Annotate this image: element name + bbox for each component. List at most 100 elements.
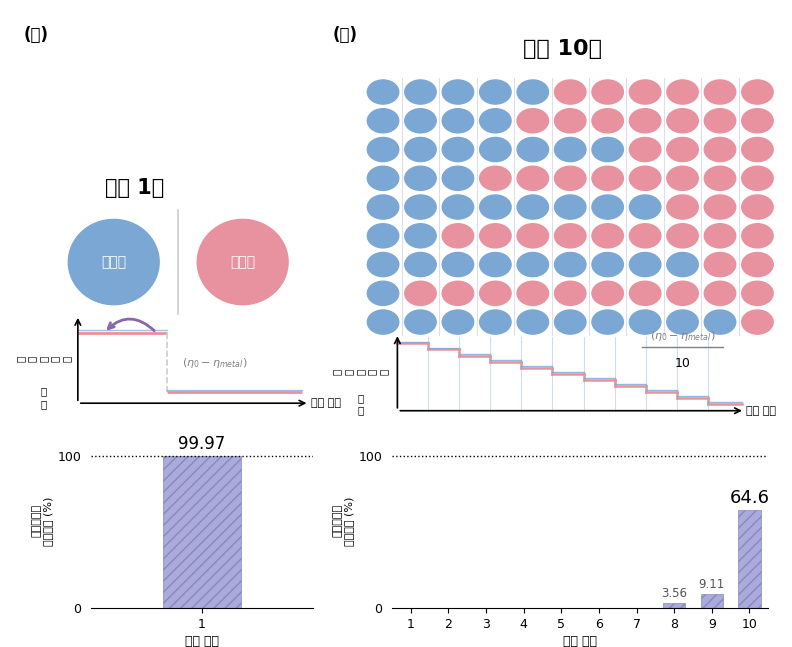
Circle shape	[442, 137, 474, 162]
Text: 10: 10	[675, 357, 691, 370]
Circle shape	[68, 219, 159, 305]
Circle shape	[367, 137, 398, 162]
Circle shape	[704, 281, 736, 305]
X-axis label: 계면 번호: 계면 번호	[563, 635, 597, 647]
Circle shape	[742, 224, 773, 248]
Circle shape	[592, 281, 623, 305]
Circle shape	[554, 281, 586, 305]
X-axis label: 계면 번호: 계면 번호	[185, 635, 219, 647]
Text: 전도체: 전도체	[230, 255, 255, 269]
Circle shape	[442, 195, 474, 219]
Circle shape	[630, 310, 661, 334]
Circle shape	[704, 310, 736, 334]
Circle shape	[480, 80, 511, 104]
Circle shape	[704, 224, 736, 248]
Text: $(\eta_0 - \eta_{metal})$: $(\eta_0 - \eta_{metal})$	[182, 356, 248, 369]
Text: 절연체: 절연체	[101, 255, 126, 269]
Circle shape	[517, 109, 549, 133]
Circle shape	[630, 166, 661, 190]
Circle shape	[367, 166, 398, 190]
Y-axis label: 계면에서의
반사효율 (%): 계면에서의 반사효율 (%)	[333, 496, 354, 545]
Circle shape	[667, 137, 699, 162]
Circle shape	[704, 109, 736, 133]
Circle shape	[405, 166, 436, 190]
Circle shape	[592, 224, 623, 248]
Text: 약
국: 약 국	[357, 393, 364, 415]
Circle shape	[517, 137, 549, 162]
Circle shape	[367, 224, 398, 248]
Circle shape	[592, 166, 623, 190]
Circle shape	[517, 166, 549, 190]
Circle shape	[554, 195, 586, 219]
Circle shape	[630, 137, 661, 162]
Circle shape	[742, 166, 773, 190]
Circle shape	[742, 195, 773, 219]
Circle shape	[442, 80, 474, 104]
Text: 64.6: 64.6	[729, 489, 770, 507]
Circle shape	[405, 109, 436, 133]
Text: 국: 국	[40, 399, 47, 410]
Text: $(\eta_0 - \eta_{metal})$: $(\eta_0 - \eta_{metal})$	[650, 329, 715, 344]
Circle shape	[667, 310, 699, 334]
Circle shape	[480, 281, 511, 305]
Circle shape	[442, 281, 474, 305]
Bar	[163, 456, 241, 608]
Circle shape	[742, 252, 773, 277]
Text: 계면 1개: 계면 1개	[105, 178, 164, 197]
Circle shape	[667, 224, 699, 248]
Circle shape	[667, 195, 699, 219]
Circle shape	[742, 109, 773, 133]
Circle shape	[667, 109, 699, 133]
Circle shape	[554, 224, 586, 248]
Circle shape	[405, 80, 436, 104]
Text: 고
임
피
던
스: 고 임 피 던 스	[15, 356, 72, 362]
Circle shape	[704, 195, 736, 219]
Circle shape	[405, 195, 436, 219]
Circle shape	[405, 310, 436, 334]
Text: 계면 10개: 계면 10개	[523, 39, 602, 58]
Circle shape	[480, 195, 511, 219]
Text: 9.11: 9.11	[699, 578, 725, 591]
Circle shape	[197, 219, 288, 305]
Circle shape	[554, 137, 586, 162]
Circle shape	[554, 252, 586, 277]
Circle shape	[442, 166, 474, 190]
Circle shape	[742, 137, 773, 162]
Circle shape	[367, 80, 398, 104]
Circle shape	[592, 195, 623, 219]
Circle shape	[667, 281, 699, 305]
Circle shape	[592, 80, 623, 104]
Circle shape	[517, 80, 549, 104]
Circle shape	[405, 281, 436, 305]
Circle shape	[405, 252, 436, 277]
Circle shape	[442, 224, 474, 248]
Circle shape	[517, 310, 549, 334]
Circle shape	[704, 137, 736, 162]
Y-axis label: 계면에서의
반사효율 (%): 계면에서의 반사효율 (%)	[32, 496, 53, 545]
Text: 고
임
피
던
스: 고 임 피 던 스	[332, 369, 389, 375]
Text: 계면 번호: 계면 번호	[746, 406, 776, 416]
Text: 99.97: 99.97	[178, 435, 226, 454]
Circle shape	[367, 195, 398, 219]
Circle shape	[630, 281, 661, 305]
Circle shape	[667, 80, 699, 104]
Circle shape	[554, 80, 586, 104]
Circle shape	[742, 310, 773, 334]
Circle shape	[405, 137, 436, 162]
Circle shape	[405, 224, 436, 248]
Circle shape	[480, 310, 511, 334]
Circle shape	[704, 166, 736, 190]
Circle shape	[480, 166, 511, 190]
Circle shape	[442, 310, 474, 334]
Text: 계면 번호: 계면 번호	[310, 398, 341, 408]
Circle shape	[480, 109, 511, 133]
Circle shape	[667, 166, 699, 190]
Circle shape	[480, 137, 511, 162]
Circle shape	[742, 281, 773, 305]
Circle shape	[592, 252, 623, 277]
Circle shape	[742, 80, 773, 104]
Circle shape	[630, 224, 661, 248]
Circle shape	[517, 224, 549, 248]
Circle shape	[592, 137, 623, 162]
Circle shape	[367, 281, 398, 305]
